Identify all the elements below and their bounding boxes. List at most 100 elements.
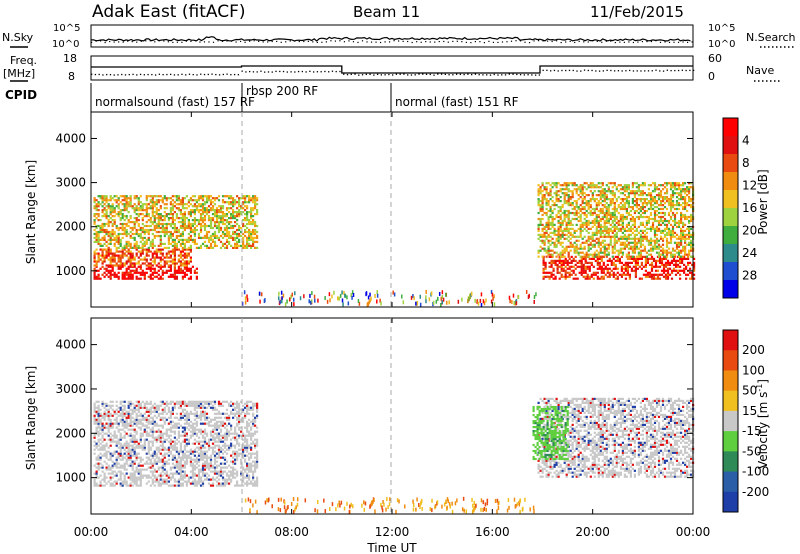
heatmap-cell-0 bbox=[111, 269, 114, 272]
heatmap-cell-2 bbox=[244, 213, 247, 216]
heatmap-cell-0 bbox=[129, 424, 132, 427]
heatmap-cell-4 bbox=[601, 184, 604, 187]
heatmap-cell-3 bbox=[658, 257, 662, 260]
heatmap-cell-1 bbox=[135, 262, 138, 265]
heatmap-cell-4 bbox=[601, 251, 604, 254]
heatmap-cell-4 bbox=[569, 237, 572, 240]
heatmap-cell-3 bbox=[550, 273, 553, 276]
heatmap-cell-4 bbox=[615, 233, 618, 236]
heatmap-cell-2 bbox=[161, 228, 164, 232]
heatmap-cell-4 bbox=[617, 190, 620, 193]
heatmap-cell-3 bbox=[574, 259, 577, 262]
heatmap-cell-1 bbox=[185, 260, 188, 263]
noise-search-point bbox=[416, 41, 418, 43]
heatmap-cell-4 bbox=[645, 198, 648, 201]
heatmap-cell-2 bbox=[121, 209, 124, 212]
heatmap-cell-1 bbox=[173, 262, 176, 265]
heatmap-cell-4 bbox=[684, 198, 687, 201]
heatmap-cell-4 bbox=[631, 247, 634, 250]
heatmap-cell-4 bbox=[641, 190, 644, 193]
heatmap-cell-1 bbox=[101, 248, 104, 251]
heatmap-cell-4 bbox=[577, 227, 580, 230]
heatmap-cell-0 bbox=[137, 404, 140, 407]
heatmap-cell-2 bbox=[137, 246, 140, 249]
heatmap-cell-2 bbox=[242, 238, 245, 241]
heatmap-cell-0 bbox=[113, 275, 116, 278]
heatmap-cell-2 bbox=[250, 217, 253, 220]
heatmap-cell-3 bbox=[662, 271, 666, 274]
heatmap-cell-2 bbox=[167, 222, 170, 226]
heatmap-cell-3 bbox=[652, 265, 656, 268]
colorbar-swatch bbox=[723, 244, 738, 263]
heatmap-cell-4 bbox=[659, 207, 663, 211]
heatmap-cell-1 bbox=[111, 252, 114, 255]
heatmap-cell-4 bbox=[617, 239, 620, 242]
heatmap-cell-0 bbox=[121, 466, 124, 469]
heatmap-cell-2 bbox=[211, 226, 215, 230]
heatmap-cell-4 bbox=[603, 206, 606, 209]
heatmap-cell-3 bbox=[600, 277, 603, 280]
heatmap-cell-4 bbox=[633, 192, 636, 195]
heatmap-cell-3 bbox=[612, 271, 615, 274]
heatmap-cell-2 bbox=[155, 195, 158, 198]
heatmap-cell-0 bbox=[93, 422, 96, 425]
heatmap-cell-3 bbox=[664, 269, 668, 272]
heatmap-cell-2 bbox=[181, 234, 184, 238]
heatmap-cell-0 bbox=[127, 464, 130, 467]
heatmap-cell-4 bbox=[611, 249, 614, 252]
heatmap-cell-4 bbox=[605, 235, 608, 238]
heatmap-cell-4 bbox=[587, 186, 590, 189]
noise-panel: N.Sky 10^5 10^0 10^5 10^0 N.Search bbox=[2, 23, 796, 50]
heatmap-cell-0 bbox=[131, 277, 134, 280]
heatmap-cell-1 bbox=[129, 252, 132, 255]
heatmap-cell-2 bbox=[111, 222, 114, 226]
heatmap-cell-4 bbox=[621, 198, 624, 201]
heatmap-cell-2 bbox=[117, 199, 120, 202]
heatmap-cell-4 bbox=[680, 215, 683, 219]
heatmap-cell-2 bbox=[217, 226, 221, 230]
heatmap-cell-2 bbox=[221, 195, 225, 198]
heatmap-cell-4 bbox=[567, 204, 570, 207]
nave-point bbox=[674, 69, 676, 72]
heatmap-cell-4 bbox=[551, 253, 554, 256]
noise-search-point bbox=[434, 41, 436, 43]
heatmap-cell-0 bbox=[105, 450, 108, 453]
heatmap-cell-4 bbox=[627, 223, 630, 226]
heatmap-cell-2 bbox=[189, 209, 192, 212]
heatmap-cell-0 bbox=[113, 273, 116, 276]
heatmap-cell-2 bbox=[103, 199, 106, 202]
heatmap-cell-4 bbox=[633, 211, 636, 215]
heatmap-cell-4 bbox=[605, 243, 608, 246]
heatmap-cell-4 bbox=[585, 200, 588, 203]
heatmap-cell-2 bbox=[171, 207, 174, 210]
heatmap-cell-0 bbox=[171, 273, 174, 276]
heatmap-cell-4 bbox=[539, 209, 542, 213]
heatmap-cell-2 bbox=[175, 195, 178, 198]
heatmap-cell-2 bbox=[173, 238, 176, 241]
heatmap-cell-0 bbox=[187, 269, 190, 272]
ground-scatter-mark bbox=[341, 298, 344, 303]
heatmap-cell-2 bbox=[197, 203, 201, 206]
heatmap-cell-2 bbox=[205, 195, 209, 198]
heatmap-cell-0 bbox=[139, 472, 142, 475]
heatmap-cell-0 bbox=[133, 440, 136, 443]
heatmap-cell-2 bbox=[248, 195, 251, 198]
heatmap-cell-2 bbox=[209, 224, 213, 228]
heatmap-cell-4 bbox=[555, 237, 558, 240]
heatmap-cell-2 bbox=[151, 201, 154, 204]
heatmap-cell-4 bbox=[549, 231, 552, 234]
heatmap-cell-0 bbox=[119, 418, 122, 421]
heatmap-cell-2 bbox=[244, 205, 247, 208]
heatmap-cell-4 bbox=[581, 229, 584, 232]
heatmap-cell-2 bbox=[133, 232, 136, 236]
noise-search-point bbox=[483, 41, 486, 44]
heatmap-cell-0 bbox=[113, 418, 116, 421]
heatmap-cell-0 bbox=[125, 418, 128, 421]
heatmap-cell-2 bbox=[236, 244, 239, 247]
heatmap-cell-3 bbox=[662, 275, 666, 278]
heatmap-cell-2 bbox=[177, 197, 180, 200]
heatmap-cell-4 bbox=[631, 237, 634, 240]
heatmap-cell-4 bbox=[595, 207, 598, 211]
heatmap-cell-4 bbox=[577, 186, 580, 189]
heatmap-cell-1 bbox=[127, 256, 130, 259]
